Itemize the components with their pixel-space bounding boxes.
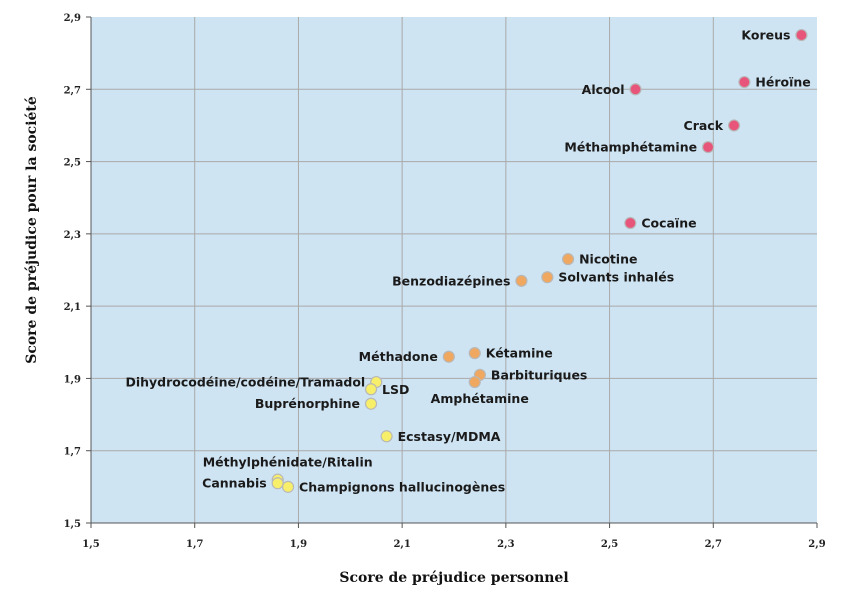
plot-area [91,17,817,523]
x-tick-label: 2,9 [808,539,825,550]
x-tick-label: 1,5 [82,539,99,550]
data-point: Kétamine [468,346,553,361]
y-axis-title: Score de préjudice pour la société [24,96,40,364]
point-marker [364,383,378,396]
data-point: Nicotine [561,252,637,267]
point-label: Kétamine [486,346,553,361]
point-marker [629,83,642,96]
point-label: Cocaïne [641,216,696,231]
x-tick-label: 2,5 [601,539,618,550]
y-tick-label: 1,7 [64,447,81,458]
data-point: Champignons hallucinogènes [281,479,505,494]
point-label: Nicotine [579,252,637,267]
point-marker [281,480,295,493]
point-label: Alcool [582,82,625,97]
point-label: Cannabis [202,476,267,491]
data-point: Dihydrocodéine/codéine/Tramadol [125,375,383,390]
point-label: Méthamphétamine [564,140,697,155]
y-tick-label: 2,7 [64,85,81,96]
point-marker [468,375,481,389]
data-point: Ecstasy/MDMA [380,429,501,444]
x-tick-label: 1,7 [186,539,203,550]
point-label: Buprénorphine [255,396,360,411]
point-marker [727,119,741,132]
point-marker [364,397,378,410]
point-label: Benzodiazépines [392,273,510,288]
point-label: Méthadone [359,349,438,364]
point-label: Amphétamine [431,391,529,406]
x-tick-label: 2,3 [497,539,514,550]
y-tick-label: 2,3 [64,230,81,241]
point-marker [541,271,554,284]
y-tick-label: 2,1 [64,302,81,313]
point-marker [442,350,455,363]
data-points: Koreus Héroïne Alcool Crack Méthamphétamine C… [125,28,810,495]
data-point: Barbituriques [473,367,587,382]
point-label: Solvants inhalés [558,270,674,285]
y-tick-label: 2,9 [64,13,81,24]
data-point: Koreus [741,28,808,43]
data-point: Cocaïne [624,216,697,231]
x-tick-label: 2,7 [705,539,722,550]
tick-labels: 1,5 1,7 1,9 2,1 2,3 2,5 2,7 2,9 1,5 1,7 1,9 2,1 2,3 2… [64,13,826,550]
y-tick-label: 1,9 [64,374,81,385]
data-point: Héroïne [738,75,811,90]
point-label: LSD [382,382,409,397]
data-point: Alcool [582,82,642,97]
point-marker [468,347,481,360]
data-point: Méthamphétamine [564,140,715,155]
y-tick-label: 1,5 [64,519,81,530]
point-marker [701,141,715,154]
point-label: Champignons hallucinogènes [299,479,505,494]
point-marker [561,253,575,266]
point-label: Crack [684,118,724,133]
point-marker [515,274,528,287]
point-marker [380,430,393,443]
x-tick-label: 1,9 [290,539,307,550]
axes [90,17,817,524]
y-tick-label: 2,5 [64,158,81,169]
data-point: Solvants inhalés [541,270,674,285]
point-marker [271,477,284,490]
point-marker [738,75,751,89]
x-tick-label: 2,1 [393,539,410,550]
point-label: Koreus [741,28,790,43]
grid-lines [86,16,818,528]
point-label: Dihydrocodéine/codéine/Tramadol [125,375,365,390]
point-label: Barbituriques [491,367,587,382]
point-marker [624,216,637,230]
data-point: Cannabis [202,476,284,491]
point-label: Héroïne [755,75,810,90]
data-point: Benzodiazépines [392,273,528,288]
point-label: Ecstasy/MDMA [398,429,501,444]
data-point: Buprénorphine [255,396,378,411]
x-axis-title: Score de préjudice personnel [339,570,568,586]
point-label: Méthylphénidate/Ritalin [203,455,373,470]
data-point: Crack [684,118,741,133]
point-marker [795,28,808,42]
data-point: Amphétamine [431,375,529,406]
data-point: Méthadone [359,349,455,364]
data-point: LSD [364,382,409,397]
